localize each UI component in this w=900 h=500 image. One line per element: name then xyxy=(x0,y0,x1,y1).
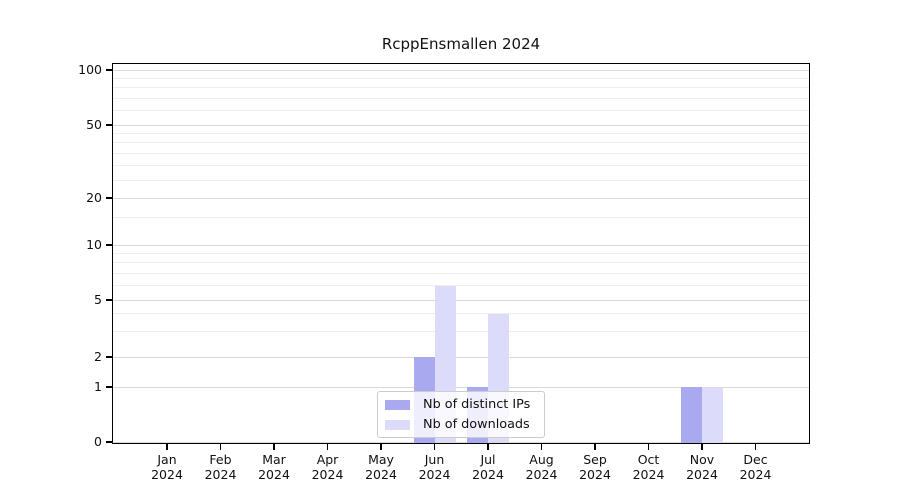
legend-swatch-distinct-ips xyxy=(385,399,410,410)
grid-line-minor xyxy=(113,110,809,112)
grid-line-minor xyxy=(113,152,809,154)
y-tick-label: 1 xyxy=(94,379,102,394)
x-tick-label: Nov 2024 xyxy=(686,452,718,482)
grid-line-minor xyxy=(113,132,809,134)
x-tick-mark xyxy=(326,444,329,450)
x-tick-label: Aug 2024 xyxy=(525,452,558,482)
legend-label-downloads: Nb of downloads xyxy=(423,417,530,432)
y-tick-mark xyxy=(105,69,112,71)
legend-label-distinct-ips: Nb of distinct IPs xyxy=(423,397,531,412)
x-tick-mark xyxy=(219,444,222,450)
grid-line-minor xyxy=(113,313,809,315)
grid-line-minor xyxy=(113,252,809,254)
y-tick-mark xyxy=(105,356,112,358)
y-tick-label: 100 xyxy=(78,62,102,77)
x-tick-label: Jul 2024 xyxy=(472,452,504,482)
chart-title: RcppEnsmallen 2024 xyxy=(381,35,541,53)
grid-line-minor xyxy=(113,262,809,264)
grid-line-minor xyxy=(113,87,809,89)
y-tick-mark xyxy=(105,386,112,388)
x-tick-label: May 2024 xyxy=(365,452,397,482)
x-tick-mark xyxy=(540,444,543,450)
grid-line-major xyxy=(113,386,809,388)
x-tick-mark xyxy=(487,444,489,450)
legend-item-distinct-ips: Nb of distinct IPs xyxy=(385,395,544,415)
y-tick-label: 5 xyxy=(94,292,102,307)
grid-line-major xyxy=(113,69,809,71)
y-tick-mark xyxy=(105,244,112,246)
x-tick-mark xyxy=(166,444,168,450)
grid-line-major xyxy=(113,356,809,358)
x-tick-mark xyxy=(754,444,757,450)
y-tick-label: 50 xyxy=(86,117,102,132)
y-tick-label: 2 xyxy=(94,349,102,364)
grid-line-minor xyxy=(113,179,809,181)
y-tick-label: 10 xyxy=(86,237,102,252)
grid-line-minor xyxy=(113,142,809,144)
y-tick-mark xyxy=(105,124,112,126)
y-tick-label: 0 xyxy=(94,434,102,449)
x-tick-label: Feb 2024 xyxy=(204,452,237,482)
y-tick-mark xyxy=(105,299,112,301)
grid-line-minor xyxy=(113,331,809,333)
x-tick-label: Oct 2024 xyxy=(632,452,665,482)
y-tick-mark xyxy=(105,441,112,443)
x-tick-label: Sep 2024 xyxy=(579,452,611,482)
grid-line-minor xyxy=(113,165,809,167)
x-tick-mark xyxy=(380,444,382,450)
legend-item-downloads: Nb of downloads xyxy=(385,415,544,435)
x-tick-label: Mar 2024 xyxy=(258,452,290,482)
grid-line-major xyxy=(113,197,809,199)
x-tick-label: Apr 2024 xyxy=(311,452,344,482)
grid-line-minor xyxy=(113,272,809,274)
y-tick-label: 20 xyxy=(86,190,102,205)
grid-line-minor xyxy=(113,285,809,287)
x-tick-mark xyxy=(701,444,703,450)
x-tick-mark xyxy=(647,444,650,450)
x-tick-mark xyxy=(433,444,436,450)
y-tick-mark xyxy=(105,197,112,199)
grid-line-major xyxy=(113,244,809,246)
grid-line-minor xyxy=(113,97,809,99)
x-tick-label: Jan 2024 xyxy=(151,452,183,482)
x-tick-label: Dec 2024 xyxy=(739,452,772,482)
grid-line-major xyxy=(113,124,809,126)
legend: Nb of distinct IPs Nb of downloads xyxy=(377,391,545,438)
grid-line-minor xyxy=(113,77,809,79)
bar-downloads xyxy=(702,387,723,443)
bar-distinct-ips xyxy=(681,387,702,443)
x-tick-mark xyxy=(273,444,275,450)
grid-line-major xyxy=(113,441,809,443)
grid-line-minor xyxy=(113,217,809,218)
legend-swatch-downloads xyxy=(385,419,410,430)
x-tick-mark xyxy=(594,444,596,450)
x-tick-label: Jun 2024 xyxy=(418,452,451,482)
grid-line-major xyxy=(113,299,809,301)
